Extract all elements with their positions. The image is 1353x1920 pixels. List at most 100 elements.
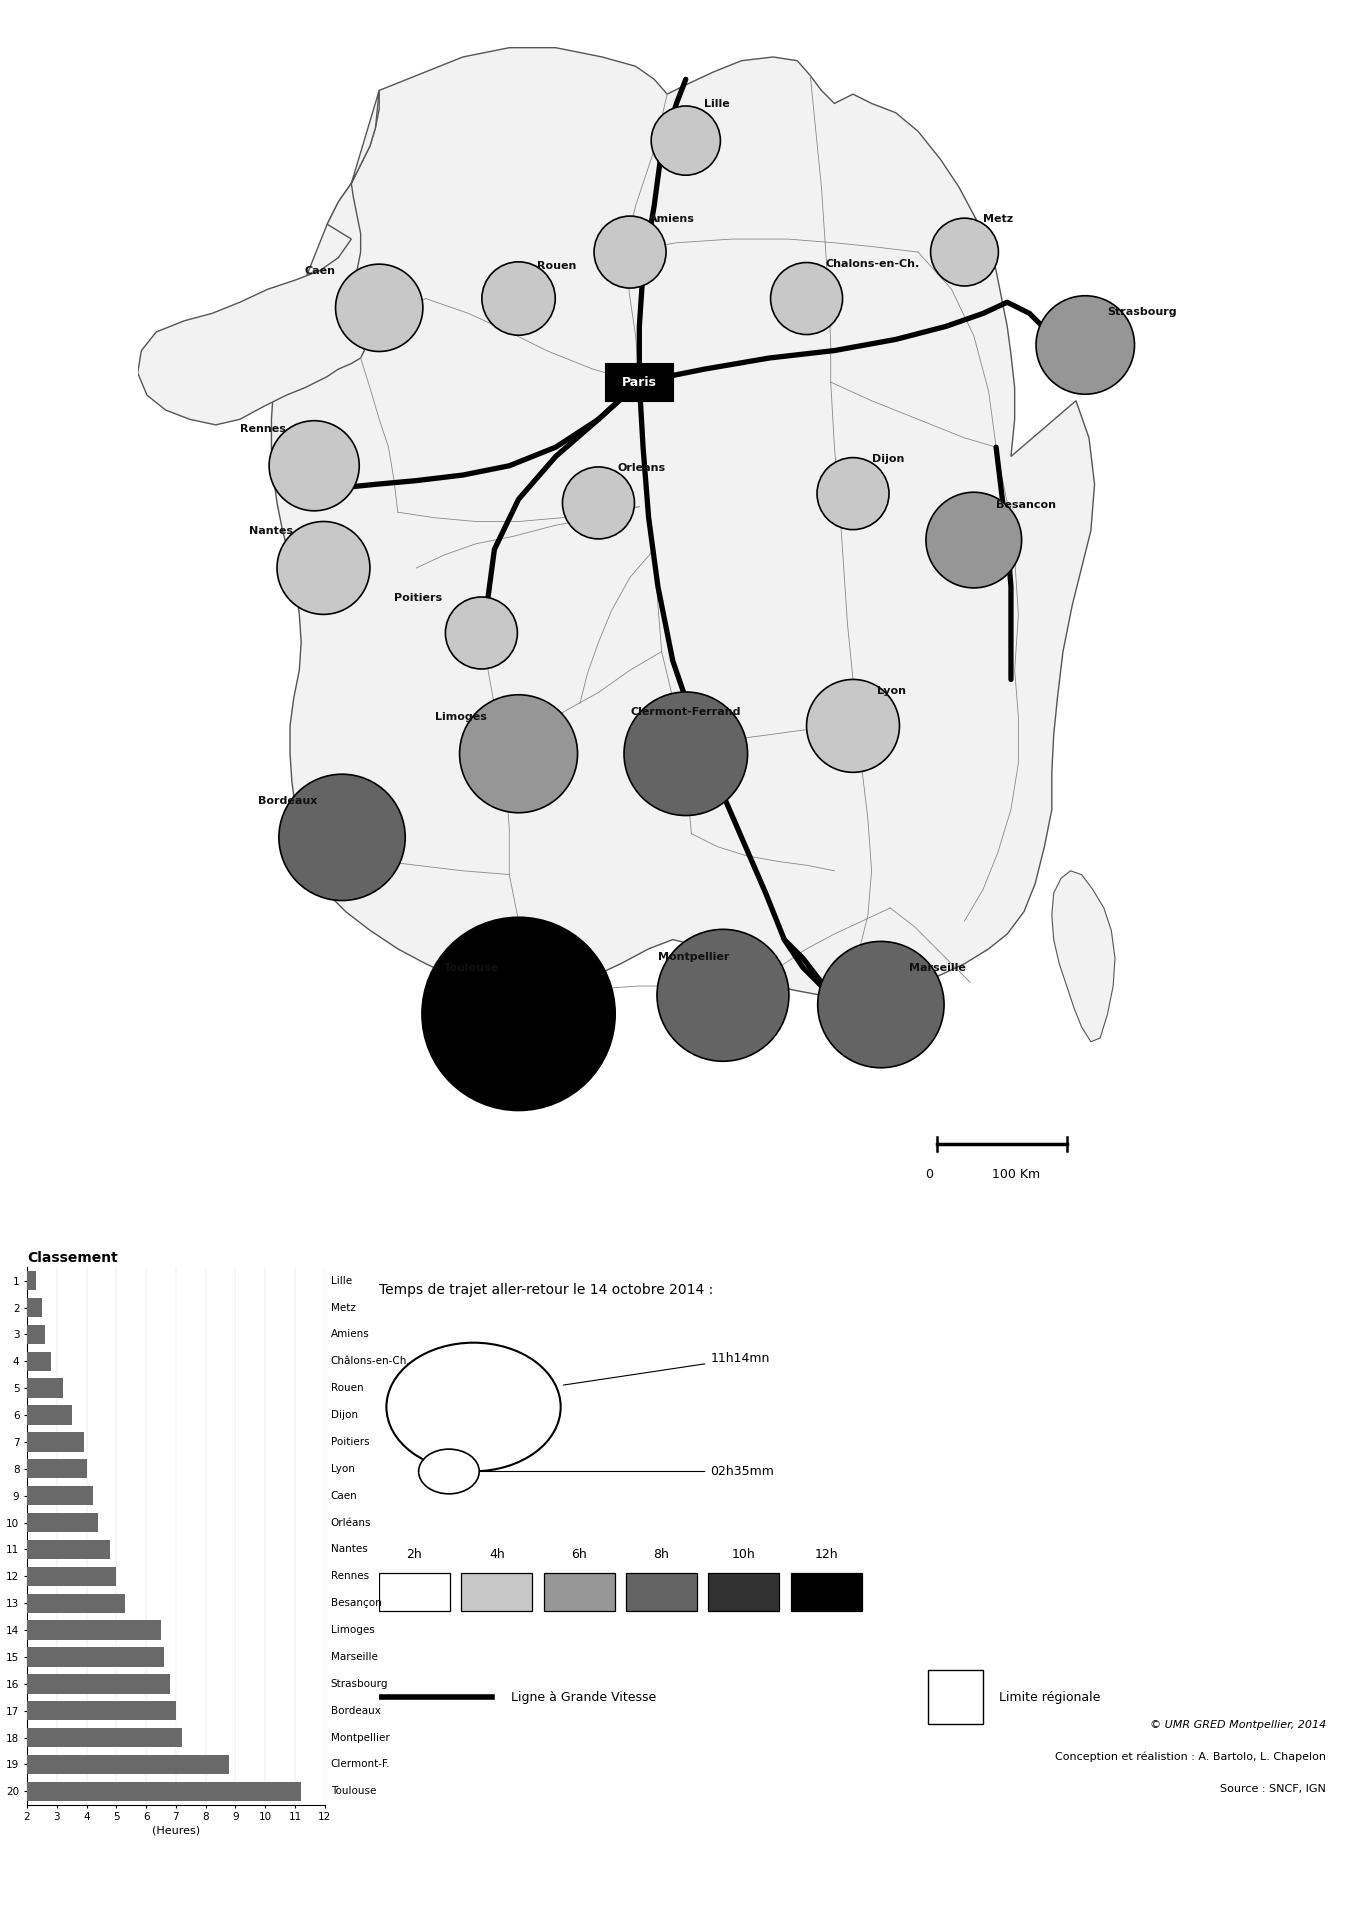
Bar xyxy=(0,1701,176,1720)
Text: 0: 0 xyxy=(925,1167,934,1181)
Text: Marseille: Marseille xyxy=(330,1651,377,1663)
Text: 6h: 6h xyxy=(571,1548,587,1561)
Ellipse shape xyxy=(624,691,748,816)
Text: Strasbourg: Strasbourg xyxy=(330,1678,388,1690)
Bar xyxy=(0,1540,111,1559)
Text: Strasbourg: Strasbourg xyxy=(1108,307,1177,317)
Text: Bordeaux: Bordeaux xyxy=(258,795,318,806)
Ellipse shape xyxy=(658,929,789,1062)
Text: Châlons-en-Ch.: Châlons-en-Ch. xyxy=(330,1356,410,1367)
Bar xyxy=(0,1352,51,1371)
Text: Conception et réalistion : A. Bartolo, L. Chapelon: Conception et réalistion : A. Bartolo, L… xyxy=(1055,1751,1326,1763)
Text: 11h14mn: 11h14mn xyxy=(563,1352,770,1384)
Ellipse shape xyxy=(594,217,666,288)
Text: 100 Km: 100 Km xyxy=(992,1167,1040,1181)
Ellipse shape xyxy=(336,265,423,351)
Text: 10h: 10h xyxy=(732,1548,756,1561)
Bar xyxy=(0,1325,45,1344)
Ellipse shape xyxy=(771,263,843,334)
Bar xyxy=(0,1459,87,1478)
Polygon shape xyxy=(138,90,379,424)
Text: Poitiers: Poitiers xyxy=(394,593,442,603)
FancyBboxPatch shape xyxy=(379,1572,449,1611)
Text: Limoges: Limoges xyxy=(330,1624,375,1636)
Ellipse shape xyxy=(460,695,578,812)
Text: Amiens: Amiens xyxy=(648,215,694,225)
Bar xyxy=(0,1513,99,1532)
Bar xyxy=(0,1620,161,1640)
Polygon shape xyxy=(272,48,1095,995)
Text: Paris: Paris xyxy=(622,376,656,388)
Ellipse shape xyxy=(422,918,616,1110)
Bar xyxy=(0,1674,170,1693)
X-axis label: (Heures): (Heures) xyxy=(152,1826,200,1836)
Text: Caen: Caen xyxy=(330,1490,357,1501)
Ellipse shape xyxy=(445,597,517,668)
Text: Orléans: Orléans xyxy=(330,1517,371,1528)
Ellipse shape xyxy=(563,467,635,540)
Text: Lille: Lille xyxy=(330,1275,352,1286)
Text: Montpellier: Montpellier xyxy=(330,1732,390,1743)
Text: Nantes: Nantes xyxy=(330,1544,368,1555)
Text: Poitiers: Poitiers xyxy=(330,1436,369,1448)
Text: Lyon: Lyon xyxy=(877,685,907,697)
Bar xyxy=(0,1271,37,1290)
Text: Chalons-en-Ch.: Chalons-en-Ch. xyxy=(825,259,920,269)
Text: Lyon: Lyon xyxy=(330,1463,354,1475)
Text: Toulouse: Toulouse xyxy=(330,1786,376,1797)
FancyBboxPatch shape xyxy=(461,1572,532,1611)
Ellipse shape xyxy=(925,492,1022,588)
FancyBboxPatch shape xyxy=(709,1572,779,1611)
Text: Limite régionale: Limite régionale xyxy=(999,1692,1100,1703)
Bar xyxy=(0,1782,300,1801)
FancyBboxPatch shape xyxy=(606,363,672,401)
Text: Rouen: Rouen xyxy=(537,261,576,271)
Ellipse shape xyxy=(418,1450,479,1494)
Ellipse shape xyxy=(806,680,900,772)
Text: 02h35mm: 02h35mm xyxy=(482,1465,774,1478)
Ellipse shape xyxy=(269,420,360,511)
Text: Orleans: Orleans xyxy=(617,463,666,472)
Text: Dijon: Dijon xyxy=(871,453,904,465)
Text: Toulouse: Toulouse xyxy=(444,964,499,973)
Bar xyxy=(0,1432,84,1452)
Ellipse shape xyxy=(279,774,405,900)
Bar xyxy=(0,1728,181,1747)
Bar xyxy=(0,1486,92,1505)
Ellipse shape xyxy=(651,106,720,175)
Text: Clermont-F.: Clermont-F. xyxy=(330,1759,390,1770)
Text: Source : SNCF, IGN: Source : SNCF, IGN xyxy=(1220,1784,1326,1793)
FancyBboxPatch shape xyxy=(544,1572,614,1611)
Ellipse shape xyxy=(387,1342,560,1471)
Text: Classement: Classement xyxy=(27,1250,118,1265)
Ellipse shape xyxy=(1036,296,1135,394)
Text: Lille: Lille xyxy=(705,100,731,109)
Text: Besancon: Besancon xyxy=(996,501,1057,511)
Text: Caen: Caen xyxy=(304,267,336,276)
FancyBboxPatch shape xyxy=(790,1572,862,1611)
Text: © UMR GRED Montpellier, 2014: © UMR GRED Montpellier, 2014 xyxy=(1150,1720,1326,1730)
Text: 4h: 4h xyxy=(488,1548,505,1561)
Text: Clermont-Ferrand: Clermont-Ferrand xyxy=(630,707,740,716)
Text: Ligne à Grande Vitesse: Ligne à Grande Vitesse xyxy=(511,1692,656,1703)
Text: Besançon: Besançon xyxy=(330,1597,382,1609)
Text: Dijon: Dijon xyxy=(330,1409,357,1421)
Text: Nantes: Nantes xyxy=(249,526,294,536)
Text: Marseille: Marseille xyxy=(909,964,966,973)
Ellipse shape xyxy=(817,941,944,1068)
Ellipse shape xyxy=(817,457,889,530)
Text: Limoges: Limoges xyxy=(434,712,487,722)
Ellipse shape xyxy=(482,261,555,336)
Bar xyxy=(0,1379,62,1398)
Text: Rouen: Rouen xyxy=(330,1382,364,1394)
Ellipse shape xyxy=(277,522,369,614)
Bar xyxy=(0,1405,72,1425)
Polygon shape xyxy=(1051,872,1115,1043)
Ellipse shape xyxy=(931,219,999,286)
Text: Metz: Metz xyxy=(984,215,1013,225)
Text: 2h: 2h xyxy=(406,1548,422,1561)
Bar xyxy=(0,1298,42,1317)
Bar xyxy=(0,1567,116,1586)
Text: Amiens: Amiens xyxy=(330,1329,369,1340)
Text: Bordeaux: Bordeaux xyxy=(330,1705,380,1716)
